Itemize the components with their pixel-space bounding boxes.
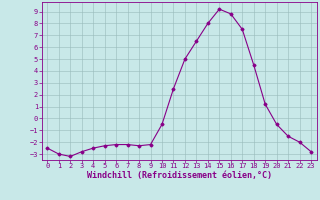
X-axis label: Windchill (Refroidissement éolien,°C): Windchill (Refroidissement éolien,°C) [87,171,272,180]
